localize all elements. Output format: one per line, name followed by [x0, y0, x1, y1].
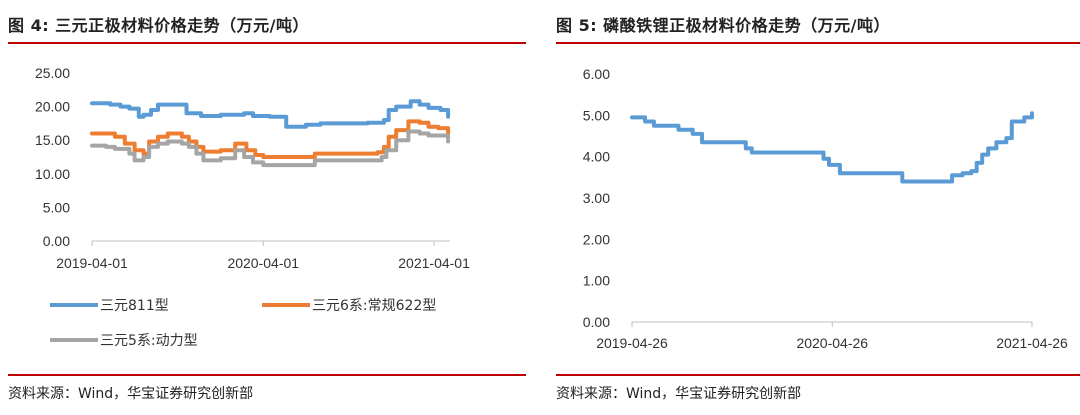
y-tick-label: 20.00	[35, 99, 70, 115]
y-tick-label: 10.00	[35, 166, 70, 182]
series-line-0	[630, 111, 1034, 184]
y-tick-label: 0.00	[43, 233, 70, 249]
y-tick-label: 1.00	[583, 273, 610, 289]
y-tick-label: 25.00	[35, 65, 70, 81]
figure-4-top-rule	[8, 42, 526, 44]
figure-4-chart: 25.00 20.00 15.00 10.00 5.00 0.00 2019-04-01 20…	[35, 65, 470, 349]
y-tick-label: 0.00	[583, 314, 610, 330]
y-tick-label: 6.00	[583, 66, 610, 82]
x-tick-label: 2020-04-01	[227, 255, 299, 271]
figure-5-panel: 图 5: 磷酸铁锂正极材料价格走势（万元/吨） 6.00 5.00 4.00 3.00…	[548, 0, 1080, 415]
figure-5-bottom-rule	[556, 374, 1080, 376]
x-tick-label: 2020-04-26	[796, 335, 868, 351]
y-tick-label: 15.00	[35, 132, 70, 148]
figure-4-bottom-rule	[8, 374, 526, 376]
x-tick-label: 2021-04-26	[996, 335, 1068, 351]
x-tick-label: 2019-04-01	[56, 255, 128, 271]
y-tick-label: 5.00	[583, 107, 610, 123]
series-line-2	[90, 129, 451, 168]
legend-label-1: 三元6系:常规622型	[312, 298, 436, 314]
y-tick-label: 2.00	[583, 231, 610, 247]
series-line-0	[90, 99, 451, 129]
y-tick-label: 3.00	[583, 190, 610, 206]
figure-4-source: 资料来源：Wind，华宝证券研究创新部	[8, 386, 254, 402]
legend-label-2: 三元5系:动力型	[100, 333, 198, 349]
figure-5-top-rule	[556, 42, 1080, 44]
y-tick-label: 5.00	[43, 199, 70, 215]
figure-4-title: 图 4: 三元正极材料价格走势（万元/吨）	[8, 16, 310, 35]
figure-4-panel: 图 4: 三元正极材料价格走势（万元/吨） 25.00 20.00 15.00 10.…	[0, 0, 528, 415]
x-tick-label: 2019-04-26	[596, 335, 668, 351]
figure-5-source: 资料来源：Wind，华宝证券研究创新部	[556, 386, 802, 402]
figure-5-chart: 6.00 5.00 4.00 3.00 2.00 1.00 0.00 2019-04-26 20…	[583, 66, 1068, 351]
x-tick-label: 2021-04-01	[398, 255, 470, 271]
legend-label-0: 三元811型	[100, 298, 169, 314]
y-tick-label: 4.00	[583, 149, 610, 165]
figure-5-title: 图 5: 磷酸铁锂正极材料价格走势（万元/吨）	[556, 16, 891, 35]
